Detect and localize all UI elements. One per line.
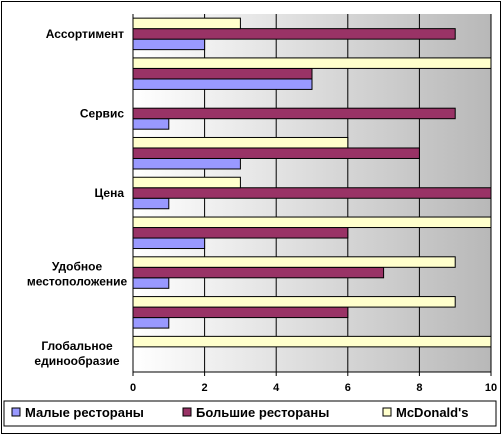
- bar: [132, 216, 492, 229]
- bar: [132, 57, 492, 69]
- bar: [132, 17, 241, 30]
- legend-swatch: [182, 407, 192, 417]
- legend-label: Большие рестораны: [196, 405, 329, 420]
- bar: [132, 227, 349, 239]
- category-label: Удобное: [52, 260, 103, 274]
- legend-label: Малые рестораны: [25, 405, 144, 420]
- bar: [132, 306, 349, 319]
- x-tick-label: 6: [345, 382, 351, 394]
- bar: [132, 317, 170, 329]
- legend-box: [3, 400, 497, 427]
- bar: [132, 277, 170, 289]
- bar: [132, 237, 206, 250]
- legend-label: McDonald's: [396, 405, 468, 420]
- category-label: Цена: [94, 186, 124, 200]
- bar: [132, 176, 241, 189]
- category-label: Глобальное: [41, 339, 113, 353]
- bar: [132, 147, 420, 159]
- category-label: местоположение: [27, 275, 128, 289]
- category-label: единообразие: [34, 354, 119, 368]
- bar: [132, 28, 456, 40]
- bar: [132, 335, 492, 348]
- bar: [132, 107, 456, 120]
- bar: [132, 256, 456, 268]
- x-tick-label: 4: [273, 382, 280, 394]
- category-label: Сервис: [80, 106, 124, 120]
- bar: [132, 296, 456, 308]
- category-label: Ассортимент: [46, 27, 124, 41]
- legend-swatch: [382, 407, 392, 417]
- bar: [132, 136, 349, 149]
- legend-swatch: [11, 407, 21, 417]
- bar: [132, 38, 206, 51]
- bar: [132, 118, 170, 130]
- bar: [132, 197, 170, 210]
- bar: [132, 78, 313, 90]
- x-tick-label: 0: [130, 382, 136, 394]
- x-tick-label: 8: [416, 382, 422, 394]
- bar: [132, 67, 313, 80]
- x-tick-label: 10: [485, 382, 497, 394]
- bar: [132, 187, 492, 199]
- bar: [132, 157, 241, 170]
- x-tick-label: 2: [202, 382, 208, 394]
- bar: [132, 266, 385, 279]
